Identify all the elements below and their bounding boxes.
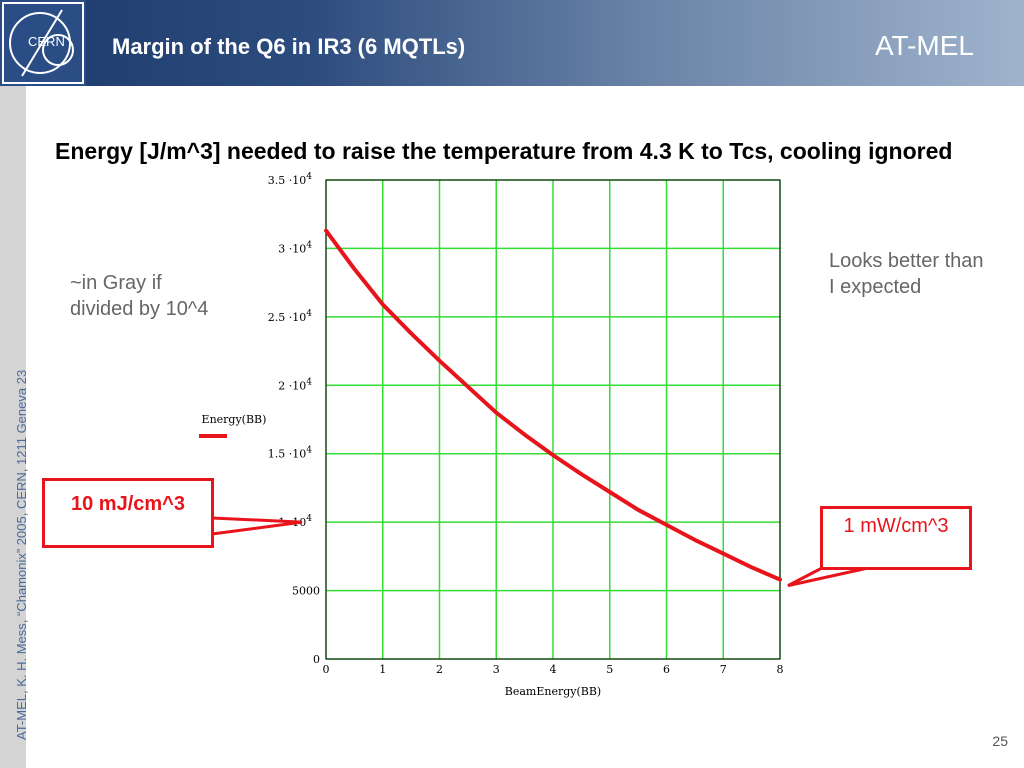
x-tick-label: 4 xyxy=(550,663,557,676)
y-tick-label: 2.5 ·104 xyxy=(268,309,312,324)
callout-right-pointer xyxy=(787,566,869,588)
page-number: 25 xyxy=(992,733,1008,749)
cern-logo: CERN xyxy=(0,0,86,86)
x-tick-label: 7 xyxy=(720,663,727,676)
note-gray-scale: ~in Gray if divided by 10^4 xyxy=(70,272,209,320)
x-axis-label: BeamEnergy(BB) xyxy=(505,685,601,698)
note-looks-better: Looks better than I expected xyxy=(829,250,984,298)
y-tick-label: 0 xyxy=(313,653,320,666)
energy-curve xyxy=(324,228,782,582)
x-tick-label: 5 xyxy=(606,663,613,676)
y-tick-label: 2 ·104 xyxy=(278,377,312,392)
x-tick-label: 6 xyxy=(663,663,670,676)
y-tick-label: 5000 xyxy=(292,585,320,598)
slide-header xyxy=(0,0,1024,86)
x-tick-label: 0 xyxy=(323,663,330,676)
chart-grid xyxy=(325,179,781,660)
slide-title: Margin of the Q6 in IR3 (6 MQTLs) xyxy=(112,34,466,59)
x-tick-label: 8 xyxy=(777,663,784,676)
brand-label: AT-MEL xyxy=(874,30,974,61)
y-tick-label: 3 ·104 xyxy=(278,240,312,255)
svg-text:CERN: CERN xyxy=(28,34,65,49)
y-axis-label: Energy(BB) xyxy=(202,413,267,426)
chart-series xyxy=(324,228,782,582)
sidebar-strip xyxy=(0,86,26,768)
x-tick-label: 3 xyxy=(493,663,500,676)
plot-frame xyxy=(325,179,781,660)
callout-1-mw: 1 mW/cm^3 xyxy=(820,506,972,570)
y-tick-label: 3.5 ·104 xyxy=(268,172,312,187)
x-tick-label: 2 xyxy=(436,663,443,676)
y-tick-label: 1.5 ·104 xyxy=(268,446,312,461)
slide-heading: Energy [J/m^3] needed to raise the tempe… xyxy=(55,138,953,164)
callout-10-mj: 10 mJ/cm^3 xyxy=(42,478,214,548)
x-tick-label: 1 xyxy=(379,663,386,676)
